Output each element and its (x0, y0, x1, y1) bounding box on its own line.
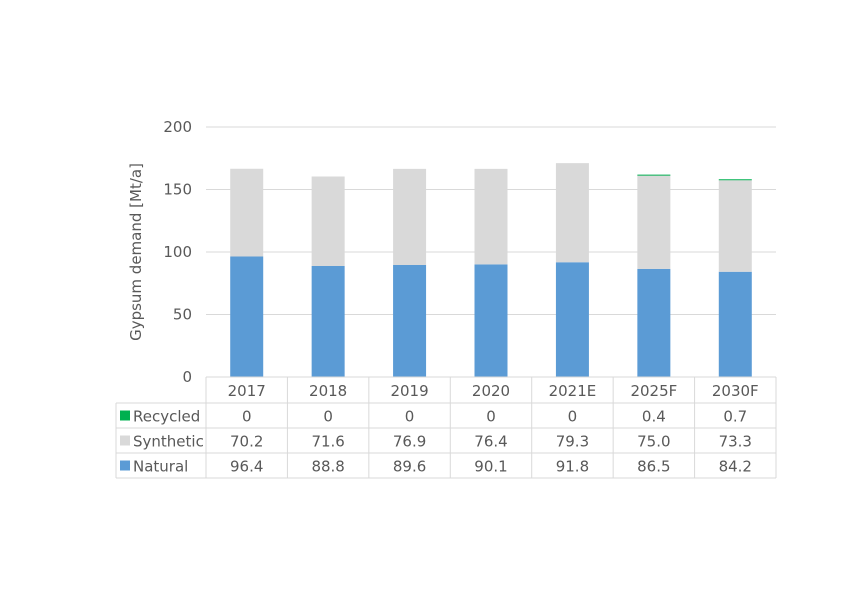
table-value: 0 (405, 408, 415, 426)
bar-natural (637, 268, 671, 377)
bar-synthetic (311, 176, 345, 266)
bar-recycled (637, 174, 671, 176)
bar-recycled (718, 179, 752, 181)
table-value: 0 (568, 408, 578, 426)
bar-natural (718, 271, 752, 377)
bar-natural (230, 256, 264, 377)
table-value: 84.2 (719, 458, 752, 476)
bar-synthetic (555, 163, 589, 263)
bar-natural (311, 266, 345, 377)
bar-synthetic (230, 168, 264, 257)
legend-label-recycled: Recycled (133, 408, 200, 426)
x-tick-label: 2020 (472, 382, 510, 400)
table-value: 88.8 (311, 458, 344, 476)
table-value: 0.7 (723, 408, 747, 426)
table-value: 70.2 (230, 433, 263, 451)
bars (230, 163, 752, 377)
legend-swatch-natural (120, 460, 130, 471)
table-value: 86.5 (637, 458, 670, 476)
data-table: 2017 2018 2019 2020 2021E 2025F 2030F Recycled 0… (115, 376, 777, 479)
y-tick-label: 0 (182, 368, 192, 386)
bar-synthetic (718, 180, 752, 272)
bar-synthetic (474, 168, 508, 265)
table-value: 75.0 (637, 433, 670, 451)
table-value: 79.3 (556, 433, 589, 451)
y-tick-label: 100 (163, 243, 192, 261)
y-tick-label: 50 (173, 306, 192, 324)
bar-synthetic (393, 168, 427, 265)
table-value: 0 (323, 408, 333, 426)
table-value: 71.6 (311, 433, 344, 451)
table-value: 0 (486, 408, 496, 426)
table-value: 90.1 (474, 458, 507, 476)
y-axis-label: Gypsum demand [Mt/a] (127, 163, 145, 341)
table-value: 73.3 (719, 433, 752, 451)
x-tick-label: 2025F (630, 382, 677, 400)
table-value: 91.8 (556, 458, 589, 476)
legend-label-natural: Natural (133, 458, 188, 476)
bar-natural (393, 265, 427, 377)
legend-label-synthetic: Synthetic (133, 433, 204, 451)
y-tick-label: 150 (163, 181, 192, 199)
table-value: 0 (242, 408, 252, 426)
bar-synthetic (637, 175, 671, 269)
y-tick-label: 200 (163, 118, 192, 136)
table-value: 76.9 (393, 433, 426, 451)
x-tick-label: 2018 (309, 382, 347, 400)
x-tick-label: 2017 (228, 382, 266, 400)
table-value: 0.4 (642, 408, 666, 426)
legend-swatch-recycled (120, 410, 130, 421)
bar-natural (474, 264, 508, 377)
x-tick-label: 2021E (549, 382, 597, 400)
y-axis-ticks: 0 50 100 150 200 (163, 118, 192, 386)
legend-swatch-synthetic (120, 435, 130, 446)
table-value: 76.4 (474, 433, 507, 451)
table-value: 96.4 (230, 458, 263, 476)
x-tick-label: 2030F (712, 382, 759, 400)
x-tick-label: 2019 (390, 382, 428, 400)
bar-natural (555, 262, 589, 377)
table-value: 89.6 (393, 458, 426, 476)
